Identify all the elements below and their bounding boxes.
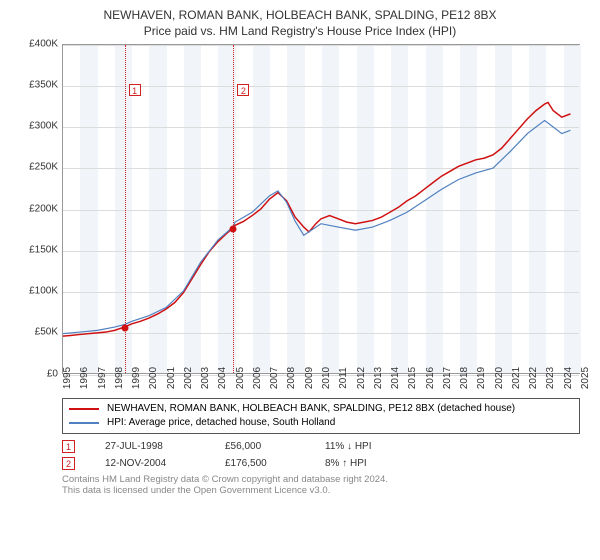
x-tick-label: 2007 [269, 366, 285, 388]
chart-subtitle: Price paid vs. HM Land Registry's House … [12, 24, 588, 38]
legend-item: HPI: Average price, detached house, Sout… [69, 416, 573, 430]
x-tick-label: 2017 [442, 366, 458, 388]
sale-points-table: 1 27-JUL-1998 £56,000 11% ↓ HPI 2 12-NOV-2004… [62, 440, 580, 470]
x-tick-label: 2001 [166, 366, 182, 388]
y-tick-label: £100K [29, 286, 58, 297]
sale-point-date: 12-NOV-2004 [105, 458, 195, 469]
legend-label: NEWHAVEN, ROMAN BANK, HOLBEACH BANK, SPA… [107, 402, 515, 416]
x-tick-label: 2020 [494, 366, 510, 388]
x-tick-label: 2019 [476, 366, 492, 388]
chart-legend: NEWHAVEN, ROMAN BANK, HOLBEACH BANK, SPA… [62, 398, 580, 434]
y-tick-label: £50K [35, 327, 58, 338]
sale-point-delta: 8% ↑ HPI [325, 458, 405, 469]
x-tick-label: 2016 [425, 366, 441, 388]
reference-label-box: 2 [237, 84, 249, 96]
x-tick-label: 1995 [62, 366, 78, 388]
x-tick-label: 2005 [235, 366, 251, 388]
x-tick-label: 2011 [338, 367, 354, 389]
x-tick-label: 2023 [545, 366, 561, 388]
x-tick-label: 2013 [373, 366, 389, 388]
x-axis: 1995199619971998199920002001200220032004… [62, 374, 580, 394]
series-line [63, 102, 570, 336]
x-tick-label: 2009 [304, 366, 320, 388]
sale-marker-dot [121, 325, 128, 332]
sale-point-price: £176,500 [225, 458, 295, 469]
sale-point-row: 2 12-NOV-2004 £176,500 8% ↑ HPI [62, 457, 580, 470]
x-tick-label: 2018 [459, 366, 475, 388]
chart-title: NEWHAVEN, ROMAN BANK, HOLBEACH BANK, SPA… [12, 8, 588, 24]
reference-line [125, 45, 126, 373]
y-tick-label: £350K [29, 79, 58, 90]
sale-point-row: 1 27-JUL-1998 £56,000 11% ↓ HPI [62, 440, 580, 453]
series-line [63, 120, 570, 333]
x-tick-label: 2025 [580, 366, 596, 388]
sale-marker-dot [230, 225, 237, 232]
x-tick-label: 2002 [183, 366, 199, 388]
x-tick-label: 2010 [321, 366, 337, 388]
x-tick-label: 2008 [286, 366, 302, 388]
y-tick-label: £0 [47, 368, 58, 379]
y-tick-label: £200K [29, 203, 58, 214]
y-axis: £0£50K£100K£150K£200K£250K£300K£350K£400… [20, 44, 62, 374]
chart-footer: Contains HM Land Registry data © Crown c… [62, 474, 580, 497]
sale-point-index: 1 [62, 440, 75, 453]
plot-area: £0£50K£100K£150K£200K£250K£300K£350K£400… [20, 44, 580, 394]
x-tick-label: 1999 [131, 366, 147, 388]
y-tick-label: £400K [29, 38, 58, 49]
x-tick-label: 1997 [97, 366, 113, 388]
x-tick-label: 2024 [563, 366, 579, 388]
x-tick-label: 2003 [200, 366, 216, 388]
footer-line-2: This data is licensed under the Open Gov… [62, 485, 580, 496]
legend-label: HPI: Average price, detached house, Sout… [107, 416, 335, 430]
sale-point-date: 27-JUL-1998 [105, 441, 195, 452]
chart-container: NEWHAVEN, ROMAN BANK, HOLBEACH BANK, SPA… [0, 0, 600, 560]
x-tick-label: 1998 [114, 366, 130, 388]
x-tick-label: 2012 [356, 366, 372, 388]
reference-label-box: 1 [129, 84, 141, 96]
footer-line-1: Contains HM Land Registry data © Crown c… [62, 474, 580, 485]
sale-point-index: 2 [62, 457, 75, 470]
y-tick-label: £300K [29, 121, 58, 132]
x-tick-label: 2000 [148, 366, 164, 388]
x-tick-label: 2006 [252, 366, 268, 388]
legend-swatch [69, 408, 99, 410]
x-tick-label: 2014 [390, 366, 406, 388]
legend-swatch [69, 422, 99, 424]
y-tick-label: £250K [29, 162, 58, 173]
y-tick-label: £150K [29, 244, 58, 255]
x-tick-label: 2022 [528, 366, 544, 388]
x-tick-label: 2021 [511, 366, 527, 388]
x-tick-label: 2015 [407, 366, 423, 388]
x-tick-label: 1996 [79, 366, 95, 388]
x-tick-label: 2004 [217, 366, 233, 388]
reference-line [233, 45, 234, 373]
legend-item: NEWHAVEN, ROMAN BANK, HOLBEACH BANK, SPA… [69, 402, 573, 416]
chart-grid: 12 [62, 44, 580, 374]
sale-point-price: £56,000 [225, 441, 295, 452]
sale-point-delta: 11% ↓ HPI [325, 441, 405, 452]
